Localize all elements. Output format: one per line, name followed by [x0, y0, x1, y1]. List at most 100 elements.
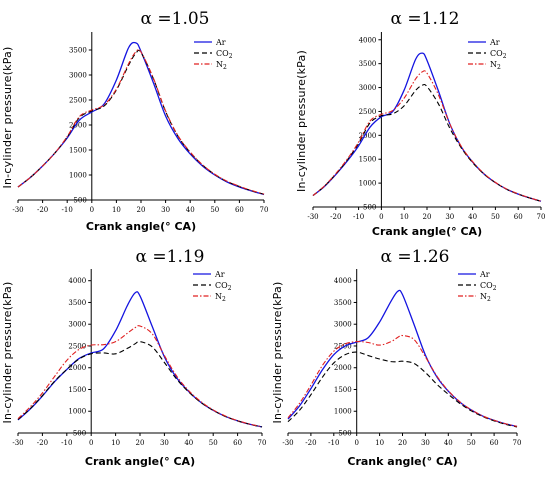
y-tick-label: 2000 — [69, 122, 87, 130]
y-tick-label: 1500 — [68, 386, 86, 394]
y-tick-label: 1000 — [68, 408, 86, 416]
x-tick-label: 50 — [491, 213, 500, 221]
y-axis-label: In-cylinder pressure(kPa) — [1, 47, 14, 189]
y-tick-label: 3000 — [68, 321, 86, 329]
x-tick-label: 60 — [235, 206, 244, 214]
chart-panel-1: α =1.05 -30 -20 -10 0 10 20 30 40 50 60 70 500 1000 15… — [1, 9, 268, 233]
legend-label-n2: N2 — [480, 292, 491, 303]
y-tick-label: 2500 — [68, 342, 86, 350]
x-tick-label: 30 — [421, 439, 430, 447]
series-line-ar — [17, 291, 263, 428]
x-tick-label: -10 — [328, 439, 339, 447]
x-tick-label: 50 — [467, 439, 476, 447]
legend-label-co2: CO2 — [215, 281, 232, 292]
y-tick-label: 3500 — [334, 299, 352, 307]
x-tick-label: 0 — [379, 213, 383, 221]
y-tick-label: 3500 — [68, 299, 86, 307]
x-tick-label: 20 — [136, 439, 145, 447]
y-tick-label: 500 — [338, 430, 351, 438]
x-tick-label: -20 — [330, 213, 341, 221]
x-tick-label: 0 — [354, 439, 358, 447]
x-tick-label: 60 — [233, 439, 242, 447]
x-axis-label: Crank angle(° CA) — [372, 225, 482, 238]
x-tick-label: 40 — [444, 439, 453, 447]
chart-title: α =1.19 — [136, 247, 205, 267]
x-tick-label: 30 — [160, 439, 169, 447]
x-tick-label: -30 — [12, 206, 23, 214]
chart-title: α =1.05 — [141, 9, 210, 29]
x-tick-label: 10 — [375, 439, 384, 447]
x-tick-label: -30 — [282, 439, 293, 447]
y-tick-label: 1000 — [69, 172, 87, 180]
series-line-ar — [17, 41, 265, 196]
chart-panel-2: α =1.12 -30 -20 -10 0 10 20 30 40 50 60 70 500 1000 15… — [295, 9, 545, 238]
y-tick-label: 3500 — [69, 47, 87, 55]
x-tick-label: 20 — [423, 213, 432, 221]
series-line-ar — [312, 52, 542, 202]
x-tick-label: -30 — [12, 439, 23, 447]
y-tick-label: 1500 — [359, 156, 377, 164]
y-tick-label: 2000 — [334, 364, 352, 372]
series-line-n2 — [17, 48, 265, 195]
series-line-n2 — [287, 334, 518, 427]
x-tick-label: -10 — [61, 439, 72, 447]
x-tick-label: 50 — [210, 206, 219, 214]
x-axis-label: Crank angle(° CA) — [86, 220, 196, 233]
x-tick-label: -20 — [37, 439, 48, 447]
y-tick-label: 2500 — [334, 342, 352, 350]
x-tick-label: 0 — [89, 439, 93, 447]
series-line-n2 — [17, 325, 263, 428]
y-tick-label: 4000 — [359, 36, 377, 44]
y-tick-label: 2000 — [68, 364, 86, 372]
x-tick-label: 50 — [209, 439, 218, 447]
y-tick-label: 4000 — [68, 277, 86, 285]
y-axis-label: In-cylinder pressure(kPa) — [271, 282, 284, 424]
series-line-n2 — [312, 70, 542, 202]
legend-label-n2: N2 — [490, 60, 501, 71]
x-tick-label: 70 — [537, 213, 546, 221]
y-axis-label: In-cylinder pressure(kPa) — [1, 282, 14, 424]
y-tick-label: 500 — [363, 204, 376, 212]
y-tick-label: 1000 — [359, 180, 377, 188]
x-tick-label: 30 — [445, 213, 454, 221]
legend-label-n2: N2 — [216, 60, 227, 71]
y-tick-label: 500 — [73, 430, 86, 438]
x-axis-label: Crank angle(° CA) — [347, 455, 457, 468]
series-line-co2 — [312, 83, 542, 202]
x-tick-label: 20 — [398, 439, 407, 447]
y-tick-label: 500 — [73, 197, 86, 205]
x-tick-label: -30 — [307, 213, 318, 221]
x-tick-label: 10 — [400, 213, 409, 221]
y-axis-label: In-cylinder pressure(kPa) — [295, 50, 308, 192]
y-tick-label: 2500 — [69, 97, 87, 105]
y-tick-label: 2000 — [359, 132, 377, 140]
y-tick-label: 3500 — [359, 60, 377, 68]
y-tick-label: 3000 — [69, 72, 87, 80]
series-line-co2 — [17, 340, 263, 428]
legend-label-co2: CO2 — [490, 49, 507, 60]
y-tick-label: 1000 — [334, 408, 352, 416]
chart-panel-3: α =1.19 -30 -20 -10 0 10 20 30 40 50 60 70 500 1000 15… — [1, 247, 266, 468]
series-line-co2 — [17, 49, 265, 195]
x-tick-label: 10 — [112, 206, 121, 214]
x-tick-label: 70 — [513, 439, 522, 447]
y-tick-label: 3000 — [334, 321, 352, 329]
x-tick-label: -20 — [305, 439, 316, 447]
chart-panel-4: α =1.26 -30 -20 -10 0 10 20 30 40 50 60 70 500 1000 15… — [271, 247, 521, 468]
y-tick-label: 2500 — [359, 108, 377, 116]
x-tick-label: -10 — [353, 213, 364, 221]
chart-title: α =1.12 — [391, 9, 460, 29]
y-tick-label: 3000 — [359, 84, 377, 92]
legend-label-ar: Ar — [489, 38, 500, 47]
y-tick-label: 1500 — [334, 386, 352, 394]
x-tick-label: 70 — [260, 206, 269, 214]
x-tick-label: 60 — [514, 213, 523, 221]
x-tick-label: -20 — [37, 206, 48, 214]
series-line-ar — [287, 289, 518, 428]
